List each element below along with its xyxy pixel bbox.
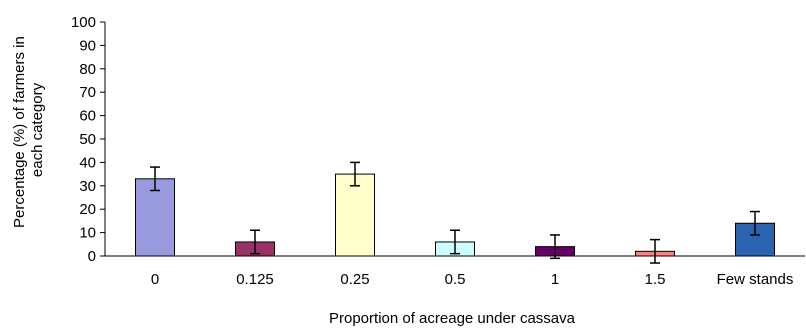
y-tick-label: 40: [79, 154, 96, 171]
y-tick-label: 100: [71, 14, 96, 31]
x-tick-label: 0.5: [445, 271, 466, 288]
y-axis-label: Percentage (%) of farmers in each catego…: [11, 32, 46, 228]
x-tick-label: 1: [551, 271, 559, 288]
x-axis-label: Proportion of acreage under cassava: [329, 310, 576, 327]
y-tick-label: 10: [79, 225, 96, 242]
x-tick-label: 1.5: [645, 271, 666, 288]
y-tick-label: 50: [79, 131, 96, 148]
y-tick-label: 60: [79, 108, 96, 125]
y-tick-label: 30: [79, 178, 96, 195]
y-tick-label: 80: [79, 61, 96, 78]
x-tick-label: 0.125: [236, 271, 274, 288]
bar: [335, 173, 375, 257]
bar: [135, 178, 175, 257]
bars: [135, 161, 775, 264]
y-tick-label: 20: [79, 201, 96, 218]
x-tick-label: Few stands: [717, 271, 794, 288]
x-tick-label: 0: [151, 271, 159, 288]
y-tick-label: 70: [79, 84, 96, 101]
x-tick-label: 0.25: [340, 271, 369, 288]
y-axis-label-line-1: Percentage (%) of farmers in: [11, 36, 28, 228]
y-tick-label: 90: [79, 37, 96, 54]
y-axis: 0 10 20 30 40 50 60 70 80 90 100: [71, 14, 106, 265]
y-tick-label: 0: [88, 248, 96, 265]
x-axis: 0 0.125 0.25 0.5 1 1.5 Few stands: [105, 255, 805, 288]
y-axis-label-line-2: each category: [29, 82, 46, 177]
